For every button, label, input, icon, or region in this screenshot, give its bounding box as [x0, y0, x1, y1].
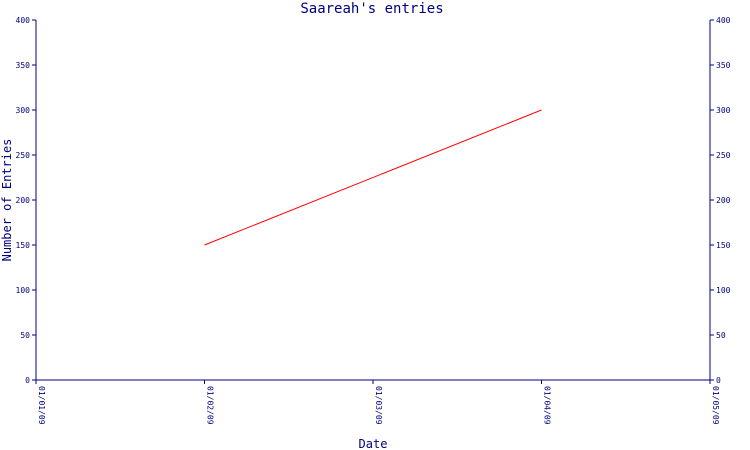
y-tick-label-left: 0 — [25, 376, 30, 385]
y-tick-label-left: 250 — [16, 151, 31, 160]
y-tick-label-left: 100 — [16, 286, 31, 295]
y-tick-label-left: 350 — [16, 61, 31, 70]
y-tick-label-left: 300 — [16, 106, 31, 115]
y-tick-label-left: 150 — [16, 241, 31, 250]
series-line-0 — [204, 109, 542, 246]
x-tick-label: 01/04/09 — [543, 386, 552, 425]
x-tick-label: 01/02/09 — [206, 386, 215, 425]
y-tick-label-right: 150 — [716, 241, 731, 250]
x-axis-title: Date — [359, 437, 388, 450]
y-tick-label-right: 0 — [716, 376, 721, 385]
x-tick-label: 01/03/09 — [374, 386, 383, 425]
y-tick-label-right: 100 — [716, 286, 731, 295]
ticks: 0 0 50 50 100 100 150 150 200 200 250 250 300 300 350 3… — [16, 16, 731, 425]
x-tick-label: 01/05/09 — [711, 386, 720, 425]
x-tick-label: 01/01/09 — [37, 386, 46, 425]
axes — [35, 20, 711, 381]
series-layer — [204, 109, 542, 246]
y-tick-label-left: 50 — [20, 331, 30, 340]
chart-title: Saareah's entries — [300, 1, 443, 17]
y-tick-label-right: 250 — [716, 151, 731, 160]
y-axis-title: Number of Entries — [0, 139, 14, 262]
y-tick-label-left: 200 — [16, 196, 31, 205]
y-tick-label-left: 400 — [16, 16, 31, 25]
y-tick-label-right: 300 — [716, 106, 731, 115]
y-tick-label-right: 50 — [716, 331, 726, 340]
y-tick-label-right: 350 — [716, 61, 731, 70]
y-tick-label-right: 400 — [716, 16, 731, 25]
y-tick-label-right: 200 — [716, 196, 731, 205]
